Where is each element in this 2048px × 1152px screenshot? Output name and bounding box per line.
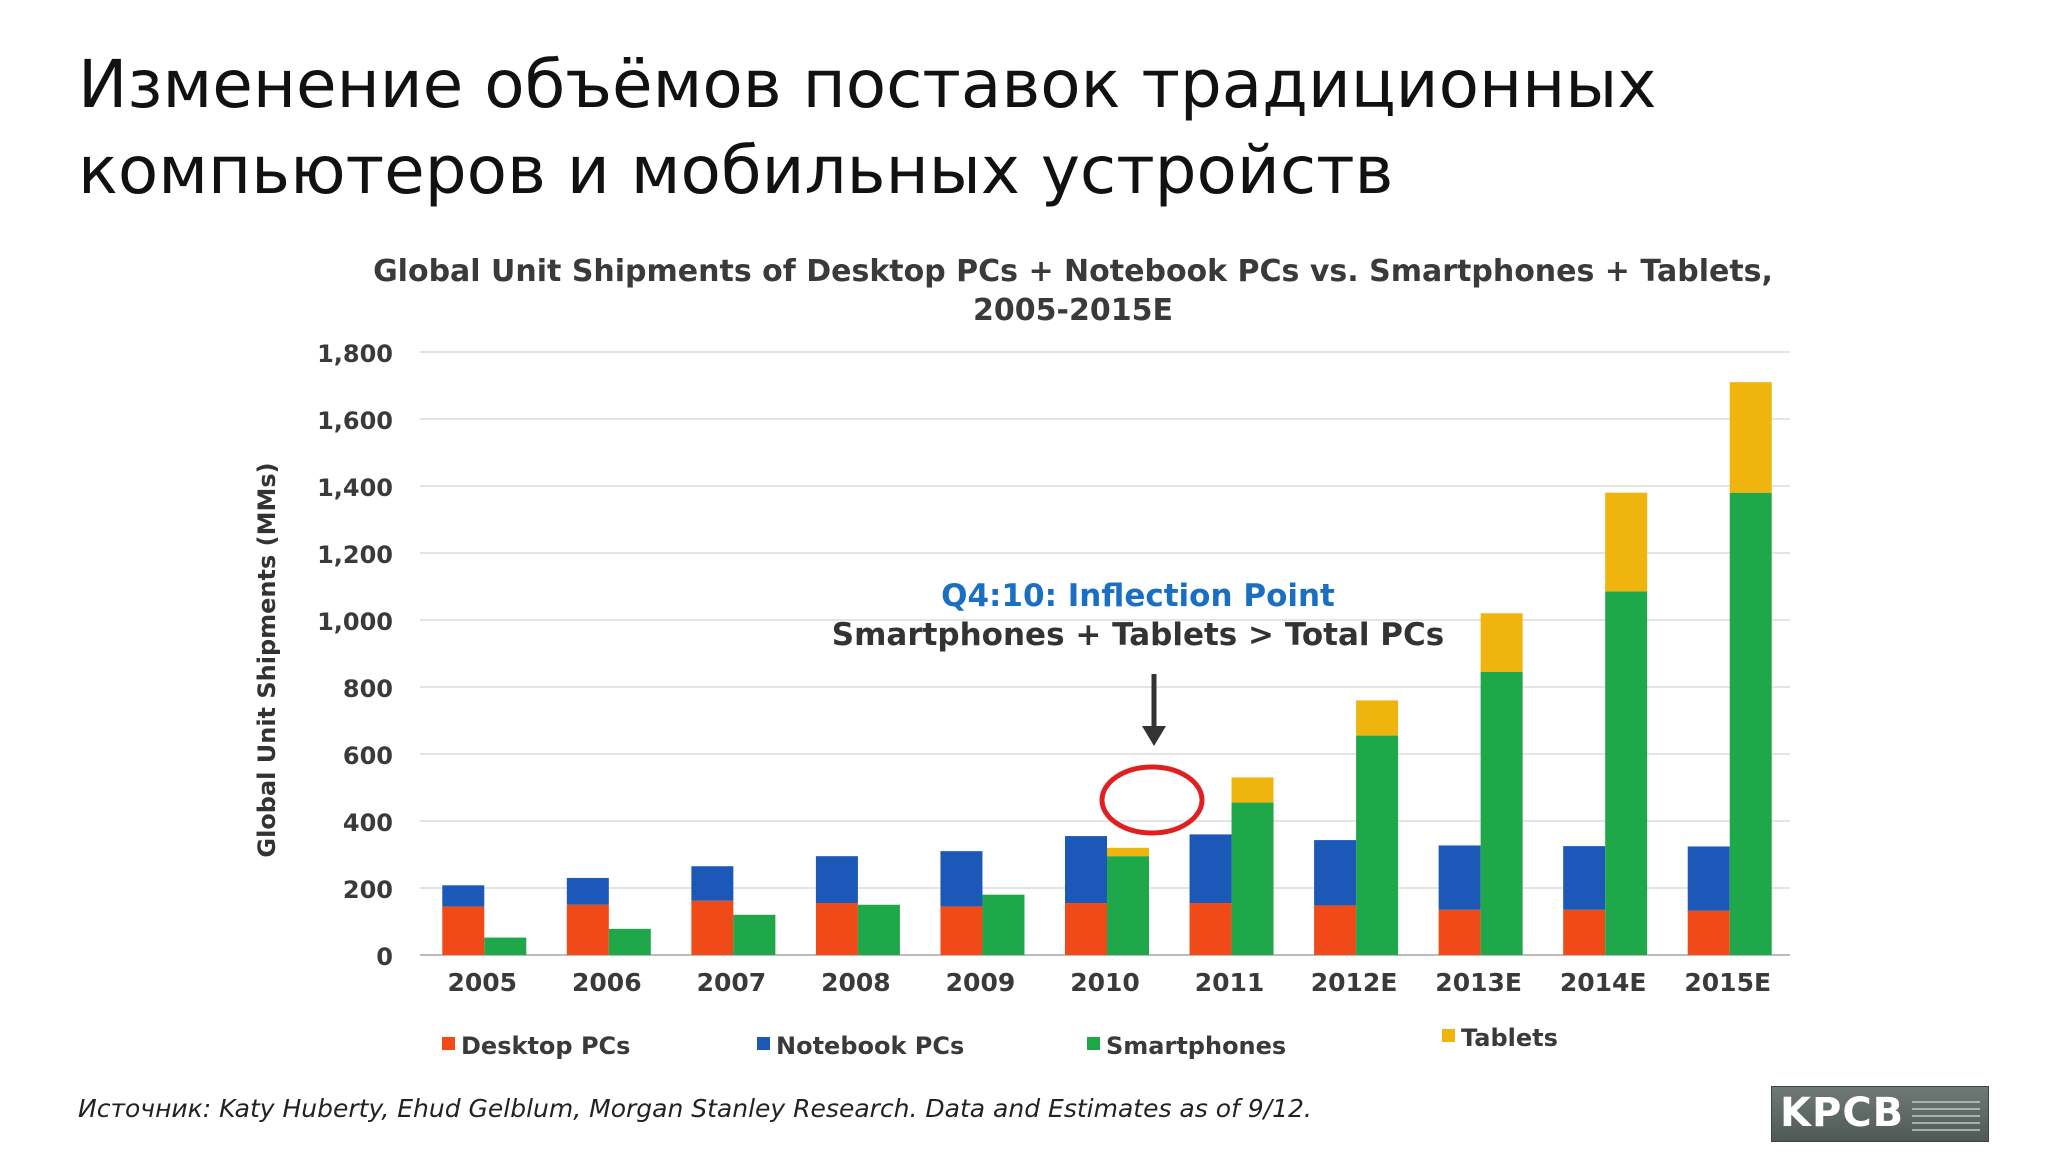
bar-notebook-pcs bbox=[940, 851, 983, 907]
bar-smartphones bbox=[1356, 735, 1399, 955]
x-tick-label: 2015E bbox=[1684, 968, 1771, 997]
inflection-annotation: Q4:10: Inflection Point Smartphones + Ta… bbox=[832, 578, 1444, 836]
source-note: Источник: Katy Huberty, Ehud Gelblum, Mo… bbox=[78, 1094, 1312, 1123]
highlight-circle bbox=[1099, 764, 1205, 836]
bar-smartphones bbox=[1605, 591, 1648, 955]
bar-smartphones bbox=[1729, 492, 1772, 955]
bar-tablets bbox=[1231, 777, 1274, 803]
bar-tablets bbox=[1605, 492, 1648, 592]
bar-desktop-pcs bbox=[442, 906, 485, 955]
y-tick-label: 400 bbox=[343, 809, 393, 837]
bar-desktop-pcs bbox=[1189, 903, 1232, 955]
x-tick-label: 2008 bbox=[821, 968, 891, 997]
x-tick-label: 2012E bbox=[1311, 968, 1398, 997]
legend-swatch-notebook-pcs bbox=[757, 1037, 770, 1050]
legend-swatch-tablets bbox=[1442, 1029, 1455, 1042]
x-tick-label: 2007 bbox=[697, 968, 767, 997]
bar-desktop-pcs bbox=[1065, 903, 1107, 955]
bar-notebook-pcs bbox=[566, 877, 609, 905]
bar-notebook-pcs bbox=[815, 856, 858, 904]
x-tick-label: 2010 bbox=[1070, 968, 1140, 997]
bar-smartphones bbox=[608, 928, 651, 955]
bar-desktop-pcs bbox=[1314, 905, 1357, 955]
kpcb-logo: KPCB bbox=[1771, 1086, 1989, 1142]
y-tick-label: 200 bbox=[343, 876, 393, 904]
bar-smartphones bbox=[484, 937, 527, 955]
legend: Desktop PCs Notebook PCs Smartphones Tablet… bbox=[442, 1024, 1558, 1060]
y-tick-label: 0 bbox=[376, 943, 393, 971]
logo-fine-print bbox=[1912, 1101, 1980, 1131]
bar-desktop-pcs bbox=[1687, 910, 1730, 955]
arrow-down-icon bbox=[1142, 726, 1166, 746]
bar-notebook-pcs bbox=[1314, 840, 1357, 906]
bar-smartphones bbox=[857, 904, 900, 955]
legend-label-desktop-pcs: Desktop PCs bbox=[461, 1032, 630, 1060]
x-axis-ticks: 2005 2006 2007 2008 2009 2010 2011 2012E 2013E 20… bbox=[447, 968, 1771, 997]
bar-desktop-pcs bbox=[1438, 909, 1481, 955]
bar-desktop-pcs bbox=[1563, 909, 1606, 955]
slide-title-line-2: компьютеров и мобильных устройств bbox=[78, 132, 1394, 209]
y-tick-label: 1,000 bbox=[317, 608, 393, 636]
x-tick-label: 2011 bbox=[1195, 968, 1265, 997]
shipments-chart: Global Unit Shipments of Desktop PCs + N… bbox=[253, 254, 1790, 1060]
slide-title-line-1: Изменение объёмов поставок традиционных bbox=[78, 46, 1657, 123]
chart-title-line-2: 2005-2015E bbox=[973, 293, 1173, 328]
bar-notebook-pcs bbox=[442, 885, 485, 907]
y-tick-label: 1,200 bbox=[317, 541, 393, 569]
y-axis-ticks: 0 200 400 600 800 1,000 1,200 1,400 1,600 1,800 bbox=[317, 340, 393, 971]
legend-label-notebook-pcs: Notebook PCs bbox=[776, 1032, 964, 1060]
x-tick-label: 2013E bbox=[1435, 968, 1522, 997]
bar-tablets bbox=[1729, 382, 1772, 493]
bar-notebook-pcs bbox=[1438, 845, 1481, 910]
bars bbox=[442, 382, 1772, 955]
bar-tablets bbox=[1356, 700, 1399, 736]
annotation-line-2: Smartphones + Tablets > Total PCs bbox=[832, 617, 1444, 653]
bar-notebook-pcs bbox=[1687, 846, 1730, 911]
legend-label-tablets: Tablets bbox=[1461, 1024, 1558, 1052]
chart-title-line-1: Global Unit Shipments of Desktop PCs + N… bbox=[373, 254, 1773, 289]
bar-smartphones bbox=[733, 914, 776, 955]
x-tick-label: 2006 bbox=[572, 968, 642, 997]
logo-text: KPCB bbox=[1780, 1090, 1905, 1136]
annotation-line-1: Q4:10: Inflection Point bbox=[941, 578, 1335, 614]
legend-label-smartphones: Smartphones bbox=[1106, 1032, 1286, 1060]
bar-smartphones bbox=[982, 894, 1025, 955]
gridlines bbox=[420, 351, 1790, 956]
bar-smartphones bbox=[1480, 671, 1523, 955]
x-tick-label: 2014E bbox=[1560, 968, 1647, 997]
bar-desktop-pcs bbox=[815, 903, 858, 955]
y-tick-label: 1,600 bbox=[317, 407, 393, 435]
y-tick-label: 800 bbox=[343, 675, 393, 703]
bar-tablets bbox=[1480, 613, 1523, 672]
y-tick-label: 1,400 bbox=[317, 474, 393, 502]
slide-title: Изменение объёмов поставок традиционных … bbox=[78, 42, 1778, 214]
bar-notebook-pcs bbox=[1563, 846, 1606, 910]
x-tick-label: 2005 bbox=[447, 968, 517, 997]
x-tick-label: 2009 bbox=[946, 968, 1016, 997]
y-tick-label: 600 bbox=[343, 742, 393, 770]
y-tick-label: 1,800 bbox=[317, 340, 393, 368]
legend-swatch-desktop-pcs bbox=[442, 1037, 455, 1050]
bar-desktop-pcs bbox=[940, 906, 983, 955]
bar-desktop-pcs bbox=[691, 900, 734, 955]
bar-notebook-pcs bbox=[1189, 834, 1232, 904]
bar-desktop-pcs bbox=[566, 904, 609, 955]
y-axis-label: Global Unit Shipments (MMs) bbox=[253, 462, 281, 857]
bar-smartphones bbox=[1107, 856, 1149, 955]
bar-notebook-pcs bbox=[691, 866, 734, 901]
bar-smartphones bbox=[1231, 802, 1274, 955]
bar-tablets bbox=[1107, 847, 1149, 857]
bar-notebook-pcs bbox=[1065, 836, 1107, 904]
legend-swatch-smartphones bbox=[1087, 1037, 1100, 1050]
